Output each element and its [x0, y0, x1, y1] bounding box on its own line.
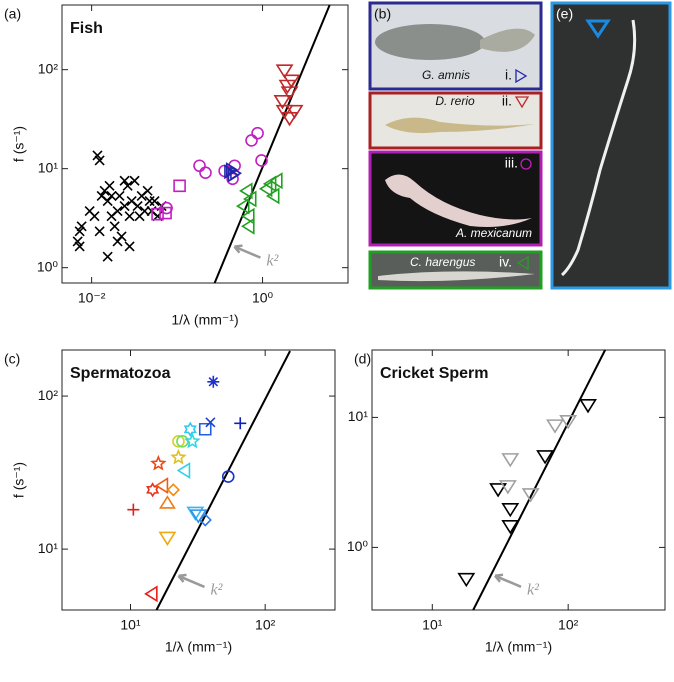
x-tick-label: 10² [255, 617, 276, 633]
marker [146, 587, 157, 601]
marker [103, 252, 112, 261]
marker [90, 212, 99, 221]
marker [127, 504, 139, 516]
annotation: k² [211, 582, 224, 599]
marker [200, 167, 211, 178]
panel-label: (c) [4, 351, 20, 367]
y-tick-label: 10¹ [348, 408, 369, 424]
fit-line [157, 351, 291, 610]
marker [107, 191, 116, 200]
image-sperm [552, 3, 670, 288]
species-label: D. rerio [435, 94, 475, 108]
annotation-arrow [234, 246, 260, 258]
marker [168, 484, 179, 495]
marker [503, 454, 518, 466]
marker [152, 457, 165, 469]
panel-label: (d) [354, 351, 371, 367]
x-axis-label: 1/λ (mm⁻¹) [485, 639, 552, 655]
x-axis-label: 1/λ (mm⁻¹) [165, 639, 232, 655]
marker [145, 197, 154, 206]
marker [207, 376, 219, 388]
y-tick-label: 10¹ [38, 159, 59, 175]
marker [125, 242, 134, 251]
marker [123, 181, 132, 190]
marker [185, 423, 195, 435]
marker [113, 237, 122, 246]
y-tick-label: 10² [38, 387, 59, 403]
panel-label: (b) [374, 6, 391, 22]
numeral: iii. [505, 155, 518, 171]
chart-title: Spermatozoa [70, 365, 171, 382]
marker [115, 191, 124, 200]
marker [103, 197, 112, 206]
fit-line [215, 5, 330, 283]
x-axis-label: 1/λ (mm⁻¹) [171, 312, 238, 328]
axes-frame [372, 350, 665, 610]
species-label: A. mexicanum [455, 226, 532, 240]
marker [95, 227, 104, 236]
marker [130, 176, 139, 185]
fish-shape [375, 24, 485, 60]
marker [178, 464, 189, 478]
y-tick-label: 10⁰ [347, 538, 369, 554]
y-axis-label: f (s⁻¹) [11, 462, 27, 498]
marker [120, 176, 129, 185]
y-axis-label: f (s⁻¹) [11, 126, 27, 162]
annotation: k² [527, 581, 540, 598]
annotation-arrow [179, 575, 205, 587]
marker [125, 212, 134, 221]
numeral: ii. [502, 93, 512, 109]
figure: (b) G. amnis i. D. rerio ii. A. mexicanu… [0, 0, 674, 677]
marker [110, 222, 119, 231]
species-label: C. harengus [410, 255, 475, 269]
y-tick-label: 10⁰ [37, 258, 59, 274]
marker [172, 451, 185, 463]
marker [156, 479, 167, 493]
x-tick-label: 10² [558, 617, 579, 633]
marker [252, 128, 263, 139]
chart-title: Cricket Sperm [380, 365, 489, 382]
marker [581, 400, 596, 412]
y-tick-label: 10¹ [38, 540, 59, 556]
marker [234, 417, 246, 429]
y-tick-label: 10² [38, 60, 59, 76]
panel-label: (a) [4, 6, 21, 22]
marker [194, 160, 205, 171]
axes-frame [62, 350, 335, 610]
marker [186, 435, 199, 447]
marker [160, 532, 175, 544]
x-tick-label: 10⁻² [78, 290, 106, 306]
axes-frame [62, 5, 348, 283]
marker [267, 189, 278, 203]
marker [200, 424, 211, 435]
chart-title: Fish [70, 20, 103, 37]
x-tick-label: 10¹ [120, 617, 141, 633]
annotation: k² [266, 252, 279, 269]
x-tick-label: 10¹ [422, 617, 443, 633]
marker [160, 497, 174, 508]
numeral: iv. [499, 254, 512, 270]
marker [547, 420, 562, 432]
numeral: i. [505, 67, 512, 83]
panel-label: (e) [556, 6, 573, 22]
fit-line [473, 350, 605, 610]
x-tick-label: 10⁰ [252, 290, 274, 306]
marker [246, 135, 257, 146]
marker [459, 574, 474, 586]
annotation-arrow [495, 575, 521, 587]
marker [143, 186, 152, 195]
marker [105, 181, 114, 190]
marker [503, 504, 518, 516]
species-label: G. amnis [422, 68, 470, 82]
marker [174, 180, 185, 191]
marker [500, 481, 515, 493]
